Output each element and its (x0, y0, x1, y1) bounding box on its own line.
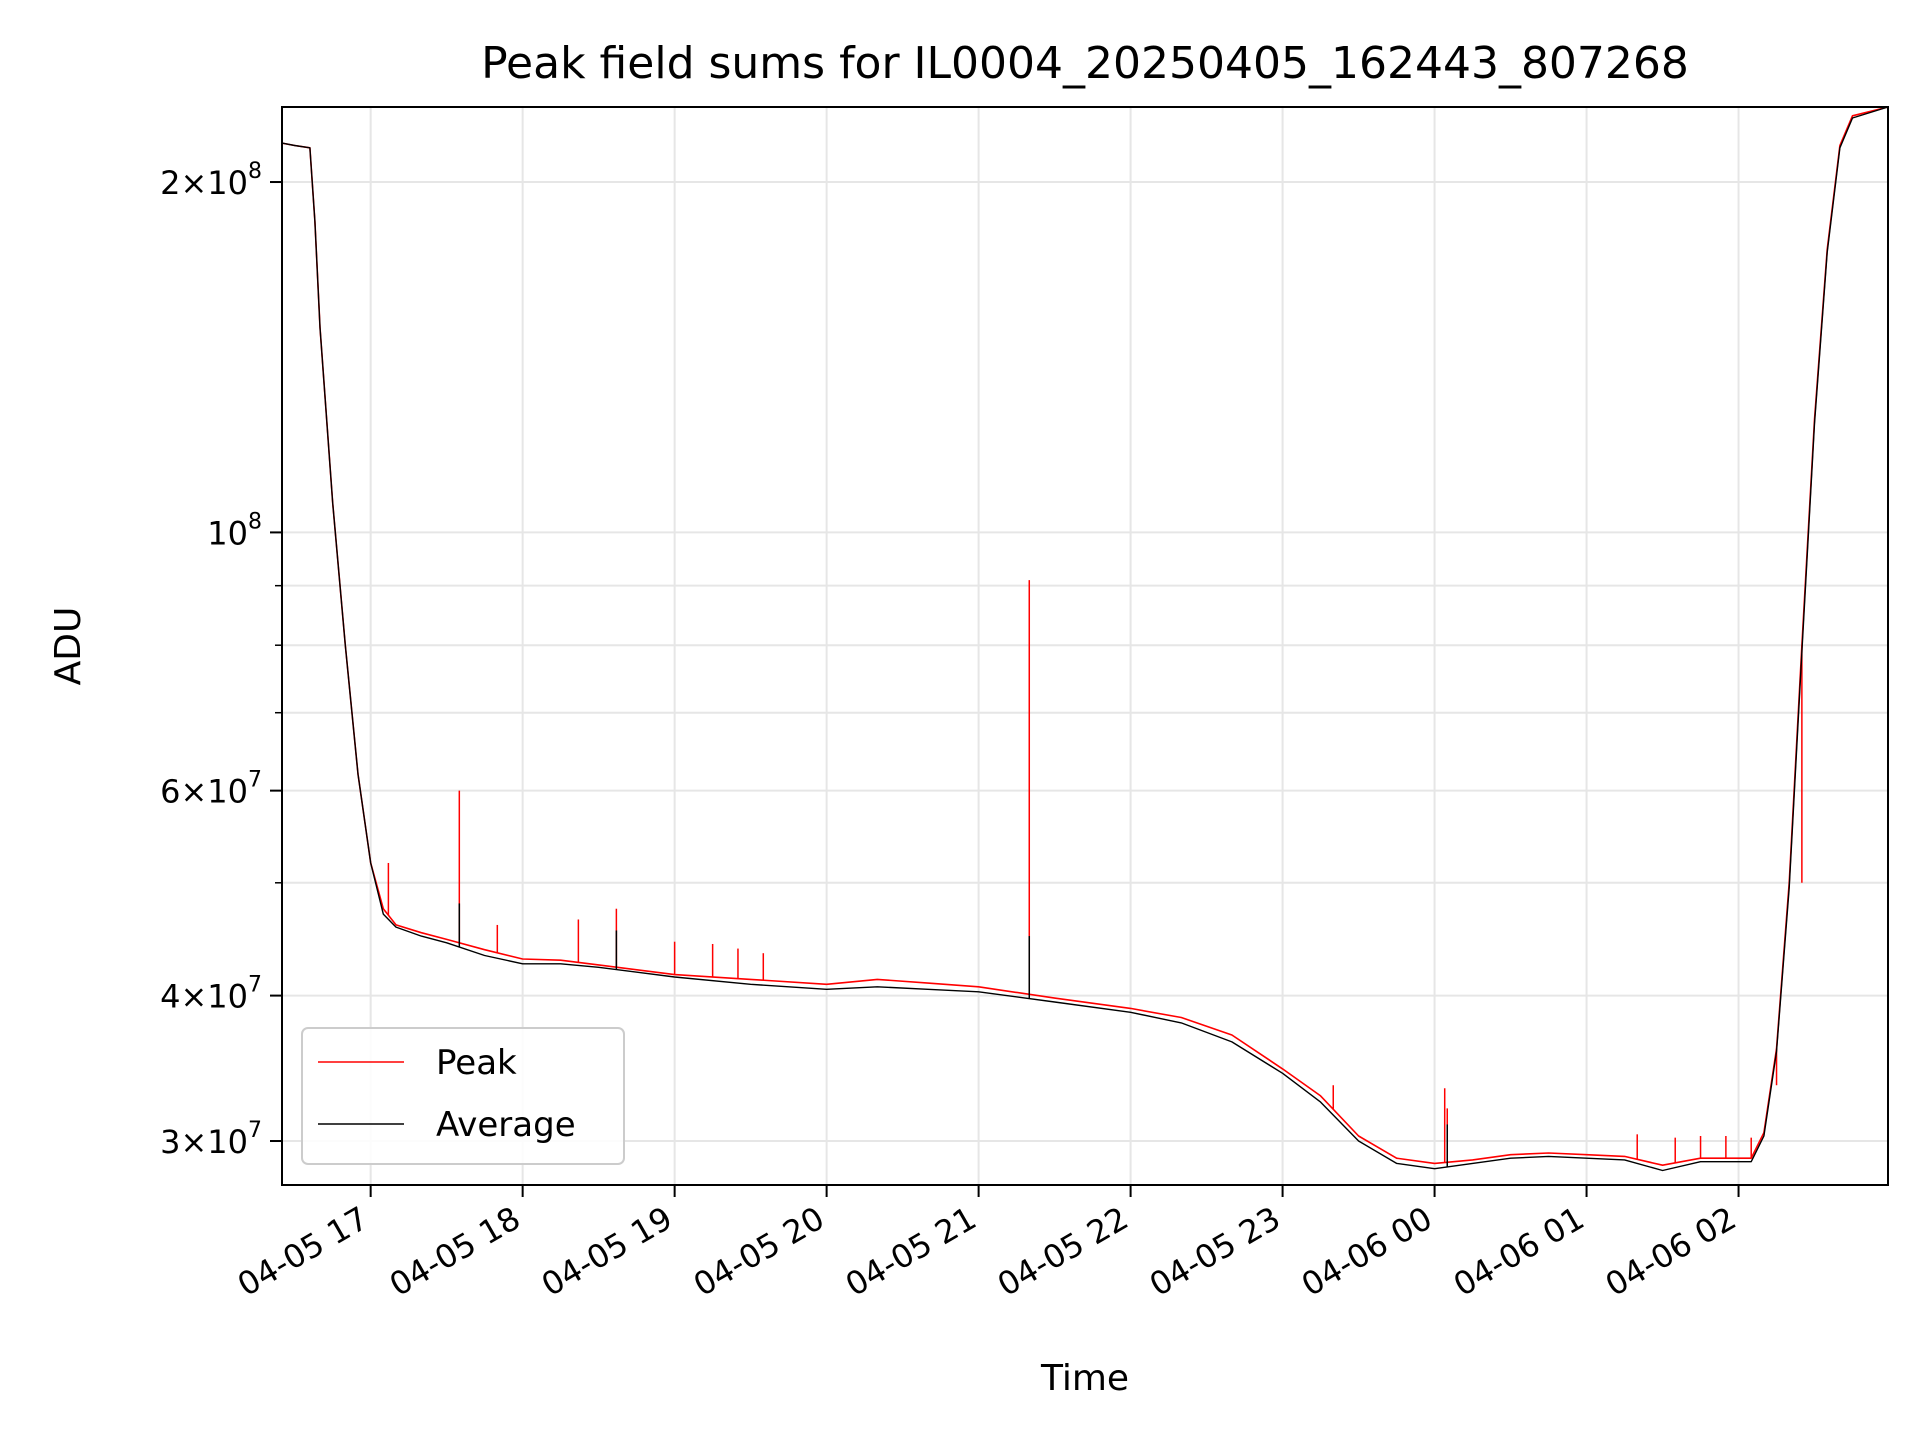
y-tick-times: ×10 (180, 773, 248, 811)
series-line (281, 106, 1889, 1172)
x-tick-label: 04-06 01 (1447, 1199, 1591, 1304)
y-tick-exponent: 7 (248, 768, 262, 793)
y-tick-base: 10 (207, 514, 248, 552)
grid (282, 107, 1888, 1185)
y-tick-times: ×10 (180, 978, 248, 1016)
y-tick-label: 3×107 (160, 1118, 262, 1161)
chart-title: Peak field sums for IL0004_20250405_1624… (481, 38, 1689, 89)
y-tick-exponent: 8 (248, 509, 262, 534)
y-tick-exponent: 7 (248, 1118, 262, 1143)
legend: Peak Average (301, 1027, 625, 1165)
y-tick-times: ×10 (180, 164, 248, 202)
x-tick-label: 04-05 23 (1143, 1199, 1287, 1304)
y-tick-label: 108 (207, 509, 262, 552)
series-layer (281, 106, 1889, 1172)
legend-label: Peak (436, 1043, 517, 1083)
y-tick-times: ×10 (180, 1123, 248, 1161)
x-tick-label: 04-05 22 (991, 1199, 1135, 1304)
plot-frame (281, 106, 1889, 1186)
x-tick-label: 04-06 02 (1599, 1199, 1743, 1304)
y-tick-exponent: 8 (248, 159, 262, 184)
y-axis-label: ADU (48, 607, 89, 686)
x-tick-label: 04-05 17 (231, 1199, 375, 1304)
y-tick-label: 2×108 (160, 159, 262, 202)
x-tick-label: 04-05 21 (839, 1199, 983, 1304)
x-tick-label: 04-05 20 (687, 1199, 831, 1304)
y-tick-mantissa: 4 (160, 978, 180, 1016)
y-tick-label: 4×107 (160, 973, 262, 1016)
y-tick-mantissa: 3 (160, 1123, 180, 1161)
x-tick-label: 04-06 00 (1295, 1199, 1439, 1304)
y-tick-mantissa: 2 (160, 164, 180, 202)
y-tick-label: 6×107 (160, 768, 262, 811)
x-axis-label: Time (1040, 1358, 1129, 1399)
legend-label: Average (436, 1105, 576, 1145)
y-tick-mantissa: 6 (160, 773, 180, 811)
series-average (281, 106, 1889, 1172)
x-tick-label: 04-05 18 (383, 1199, 527, 1304)
x-tick-label: 04-05 19 (535, 1199, 679, 1304)
y-tick-exponent: 7 (248, 973, 262, 998)
